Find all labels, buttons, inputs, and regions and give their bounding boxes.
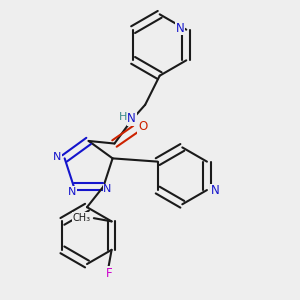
Text: N: N [103,184,112,194]
Text: CH₃: CH₃ [73,212,91,223]
Text: N: N [127,112,136,125]
Text: H: H [119,112,128,122]
Text: N: N [211,184,219,197]
Text: N: N [176,22,185,34]
Text: N: N [53,152,62,162]
Text: F: F [106,267,112,280]
Text: N: N [68,187,76,197]
Text: O: O [138,120,147,133]
